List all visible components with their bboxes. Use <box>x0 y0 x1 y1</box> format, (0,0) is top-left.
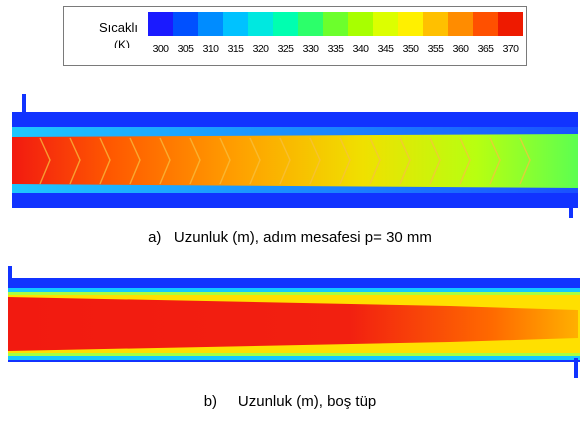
temperature-legend: Sıcaklı (K) 300 305 310 315 320 325 330 335 340 3… <box>63 6 527 66</box>
legend-tick-label: 320 <box>252 43 269 55</box>
legend-tick-label: 360 <box>452 43 469 55</box>
legend-tick-label: 340 <box>352 43 369 55</box>
twisted-tape-rib <box>489 137 501 185</box>
twisted-tape-rib <box>129 137 141 185</box>
caption-a: a) Uzunluk (m), adım mesafesi p= 30 mm <box>148 229 432 246</box>
legend-tick-label: 335 <box>327 43 344 55</box>
legend-tick-labels: 300 305 310 315 320 325 330 335 340 345 350 355 360 3… <box>148 43 523 55</box>
legend-swatch <box>423 12 448 36</box>
contour-plot-a-ribbed-tube <box>0 94 580 220</box>
twisted-tape-rib <box>519 137 531 185</box>
twisted-tape-rib <box>369 137 381 185</box>
legend-color-scale <box>148 12 523 36</box>
legend-swatch <box>148 12 173 36</box>
twisted-tape-rib <box>69 137 81 185</box>
legend-swatch <box>323 12 348 36</box>
legend-swatch <box>398 12 423 36</box>
caption-b: b) Uzunluk (m), boş tüp <box>203 393 377 410</box>
legend-unit: (K) <box>114 39 130 48</box>
twisted-tape-rib <box>429 137 441 185</box>
twisted-tape-rib <box>399 137 411 185</box>
legend-swatch <box>373 12 398 36</box>
legend-swatch <box>498 12 523 36</box>
twisted-tape-rib <box>459 137 471 185</box>
twisted-tape-rib <box>249 137 261 185</box>
legend-swatch <box>348 12 373 36</box>
legend-tick-label: 325 <box>277 43 294 55</box>
legend-tick-label: 365 <box>477 43 494 55</box>
legend-swatch <box>298 12 323 36</box>
legend-swatch <box>248 12 273 36</box>
legend-swatch <box>473 12 498 36</box>
twisted-tape-rib <box>309 137 321 185</box>
legend-tick-label: 310 <box>202 43 219 55</box>
legend-title: Sıcaklı <box>98 20 138 35</box>
twisted-tape-rib <box>39 137 51 185</box>
legend-swatch <box>273 12 298 36</box>
legend-swatch <box>223 12 248 36</box>
legend-tick-label: 350 <box>402 43 419 55</box>
twisted-tape-rib <box>339 137 351 185</box>
legend-swatch <box>173 12 198 36</box>
contour-plot-b-empty-tube <box>0 266 580 384</box>
legend-tick-label: 370 <box>502 43 519 55</box>
legend-swatch <box>198 12 223 36</box>
legend-tick-label: 355 <box>427 43 444 55</box>
twisted-tape-rib <box>189 137 201 185</box>
twisted-tape-rib <box>159 137 171 185</box>
legend-tick-label: 345 <box>377 43 394 55</box>
legend-tick-label: 330 <box>302 43 319 55</box>
legend-tick-label: 315 <box>227 43 244 55</box>
legend-swatch <box>448 12 473 36</box>
legend-tick-label: 300 <box>152 43 169 55</box>
twisted-tape-rib <box>219 137 231 185</box>
legend-tick-label: 305 <box>177 43 194 55</box>
twisted-tape-rib <box>99 137 111 185</box>
twisted-tape-rib <box>279 137 291 185</box>
